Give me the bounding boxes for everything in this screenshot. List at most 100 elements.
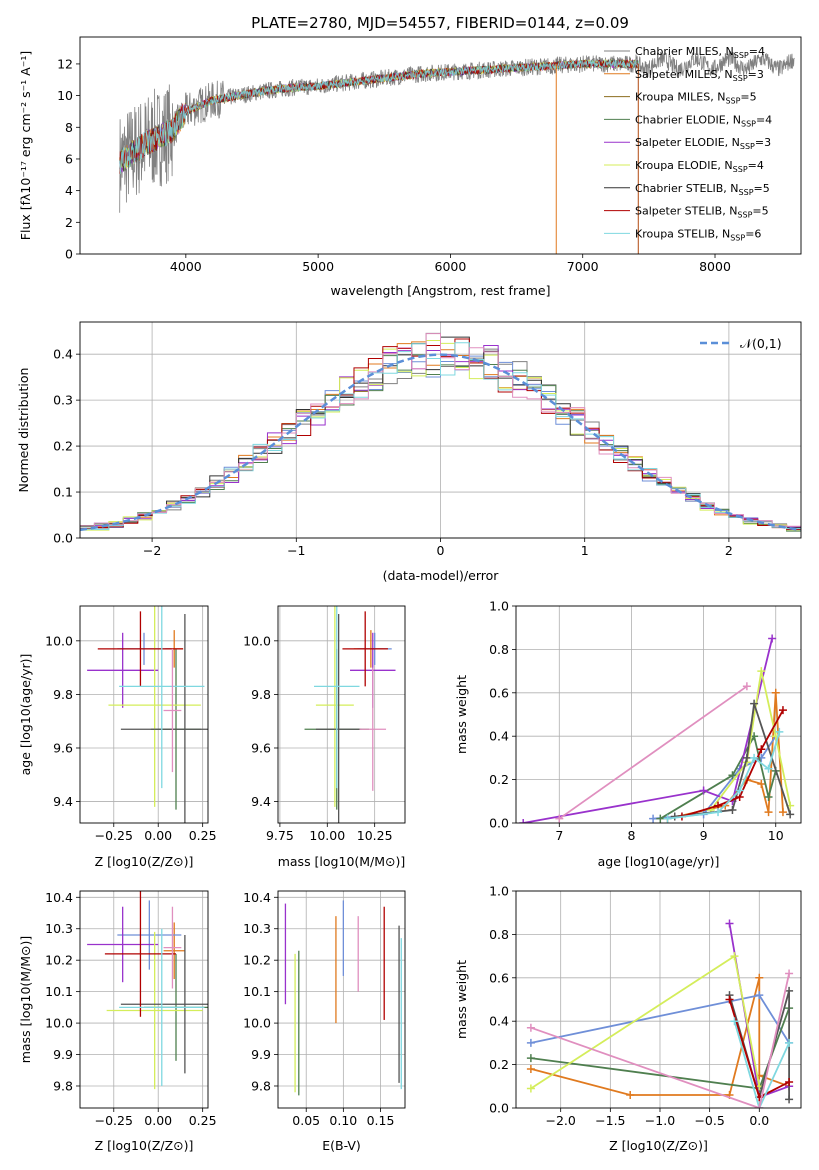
y-tick-label: 10.0 — [45, 633, 73, 648]
x-tick-label: −0.25 — [95, 1113, 133, 1128]
x-tick-label: 0.15 — [367, 1113, 395, 1128]
x-tick-label: 6000 — [435, 259, 467, 274]
legend-label: Kroupa STELIB, NSSP=6 — [635, 227, 761, 242]
plus-marker — [526, 1054, 535, 1063]
plot-area-age_vs_Z — [87, 606, 208, 823]
legend-subscript: SSP — [733, 74, 748, 83]
y-tick-label: 1.0 — [489, 599, 509, 614]
panel-spectrum: 4000 5000 6000 7000 8000 0 2 4 6 8 10 12 wavelength … — [18, 36, 802, 298]
error-bar-point — [120, 935, 208, 1074]
mass-weight-series — [649, 732, 780, 823]
error-bar-point — [120, 614, 208, 823]
plus-marker — [785, 1077, 794, 1086]
model-spectrum-line — [119, 59, 639, 175]
plus-marker — [526, 1084, 535, 1093]
y-tick-label: 9.6 — [251, 740, 271, 755]
plus-marker — [656, 814, 665, 823]
legend-value: =4 — [749, 45, 765, 58]
plus-marker — [785, 1038, 794, 1047]
plus-marker — [778, 808, 787, 817]
plus-marker — [778, 706, 787, 715]
mass-weight-line — [558, 685, 748, 820]
y-tick-label: 0.6 — [489, 685, 509, 700]
error-bar-point — [117, 900, 182, 970]
y-tick-label: 1.0 — [489, 884, 509, 899]
x-tick-label: 10.00 — [309, 828, 345, 843]
x-axis-label: Z [log10(Z/Z⊙)] — [95, 1138, 194, 1153]
legend-label: Salpeter STELIB, NSSP=5 — [635, 205, 769, 220]
model-spectrum-line — [119, 59, 639, 174]
mass-weight-line — [733, 1020, 790, 1108]
x-tick-label: 0.05 — [292, 1113, 320, 1128]
plus-marker — [750, 753, 759, 762]
legend-label: Chabrier MILES, NSSP=4 — [635, 45, 765, 60]
error-bar-point — [119, 606, 205, 789]
plus-marker — [764, 764, 773, 773]
plus-marker — [725, 995, 734, 1004]
plus-marker — [757, 667, 766, 676]
x-tick-label: 0 — [437, 543, 445, 558]
x-axis-label: wavelength [Angstrom, rest frame] — [330, 283, 550, 298]
y-tick-label: 9.4 — [53, 794, 73, 809]
plus-marker — [757, 745, 766, 754]
y-tick-label: 9.8 — [251, 1078, 271, 1093]
y-axis-label: Normed distribution — [16, 368, 31, 493]
error-bar-point — [106, 931, 203, 1090]
plus-marker — [555, 814, 564, 823]
y-axis-label: Flux [fλ10⁻¹⁷ erg cm⁻² s⁻¹ A⁻¹] — [18, 51, 33, 240]
plus-marker — [786, 810, 795, 819]
legend-subscript: SSP — [730, 233, 745, 242]
x-tick-label: −2 — [143, 543, 161, 558]
plus-marker — [775, 727, 784, 736]
y-tick-label: 0.4 — [489, 729, 509, 744]
x-axis-label: mass [log10(M/M⊙)] — [278, 854, 406, 869]
plot-area-mass_vs_Z — [87, 891, 208, 1090]
axes-frame — [79, 605, 209, 824]
plus-marker — [519, 819, 528, 823]
legend-label: Kroupa ELODIE, NSSP=4 — [635, 159, 764, 174]
y-tick-label: 10.3 — [45, 921, 73, 936]
panel-age_vs_mass: 9.75 10.00 10.25 9.4 9.6 9.8 10.0 mass [log10(M… — [243, 605, 406, 869]
legend-label: Chabrier ELODIE, NSSP=4 — [635, 113, 772, 128]
y-tick-label: 10.0 — [243, 1016, 271, 1031]
y-tick-label: 0.1 — [53, 485, 73, 500]
plus-marker — [764, 808, 773, 817]
y-tick-label: 9.6 — [53, 740, 73, 755]
y-axis-label: mass weight — [454, 675, 469, 754]
y-tick-label: 10.4 — [243, 890, 271, 905]
plus-marker — [764, 792, 773, 801]
plus-marker — [750, 699, 759, 708]
legend-label: Chabrier STELIB, NSSP=5 — [635, 182, 770, 197]
x-tick-label: −1 — [287, 543, 305, 558]
y-tick-label: 0.2 — [53, 439, 73, 454]
y-tick-label: 0 — [65, 247, 73, 262]
y-tick-label: 10.0 — [243, 633, 271, 648]
error-bar-point — [342, 611, 388, 687]
y-tick-label: 9.9 — [251, 1047, 271, 1062]
x-tick-label: −1.5 — [595, 1113, 625, 1128]
x-tick-label: −2.0 — [546, 1113, 576, 1128]
x-axis-label: Z [log10(Z/Z⊙)] — [609, 1138, 708, 1153]
y-tick-label: 12 — [57, 56, 73, 71]
x-tick-label: 0.25 — [189, 828, 217, 843]
y-axis-label: age [log10(age/yr)] — [18, 654, 33, 776]
y-tick-label: 6 — [65, 151, 73, 166]
panel-residuals: −2 −1 0 1 2 0.0 0.1 0.2 0.3 0.4 (data-model)/error… — [16, 321, 802, 583]
error-bar-point — [163, 922, 185, 980]
plus-marker — [742, 753, 751, 762]
plot-area-residuals — [80, 332, 801, 538]
y-tick-label: 0.0 — [489, 1101, 509, 1116]
y-tick-label: 0.2 — [489, 1057, 509, 1072]
legend-label: Salpeter ELODIE, NSSP=3 — [635, 136, 771, 151]
plus-marker — [626, 1090, 635, 1099]
legend-value: =3 — [755, 136, 771, 149]
plus-marker — [771, 688, 780, 697]
legend-subscript: SSP — [739, 188, 754, 197]
y-tick-label: 4 — [65, 183, 73, 198]
x-tick-label: −0.25 — [95, 828, 133, 843]
plus-marker — [755, 973, 764, 982]
legend-value: =5 — [754, 182, 770, 195]
x-axis-label: Z [log10(Z/Z⊙)] — [95, 854, 194, 869]
error-bar-point — [163, 648, 182, 773]
